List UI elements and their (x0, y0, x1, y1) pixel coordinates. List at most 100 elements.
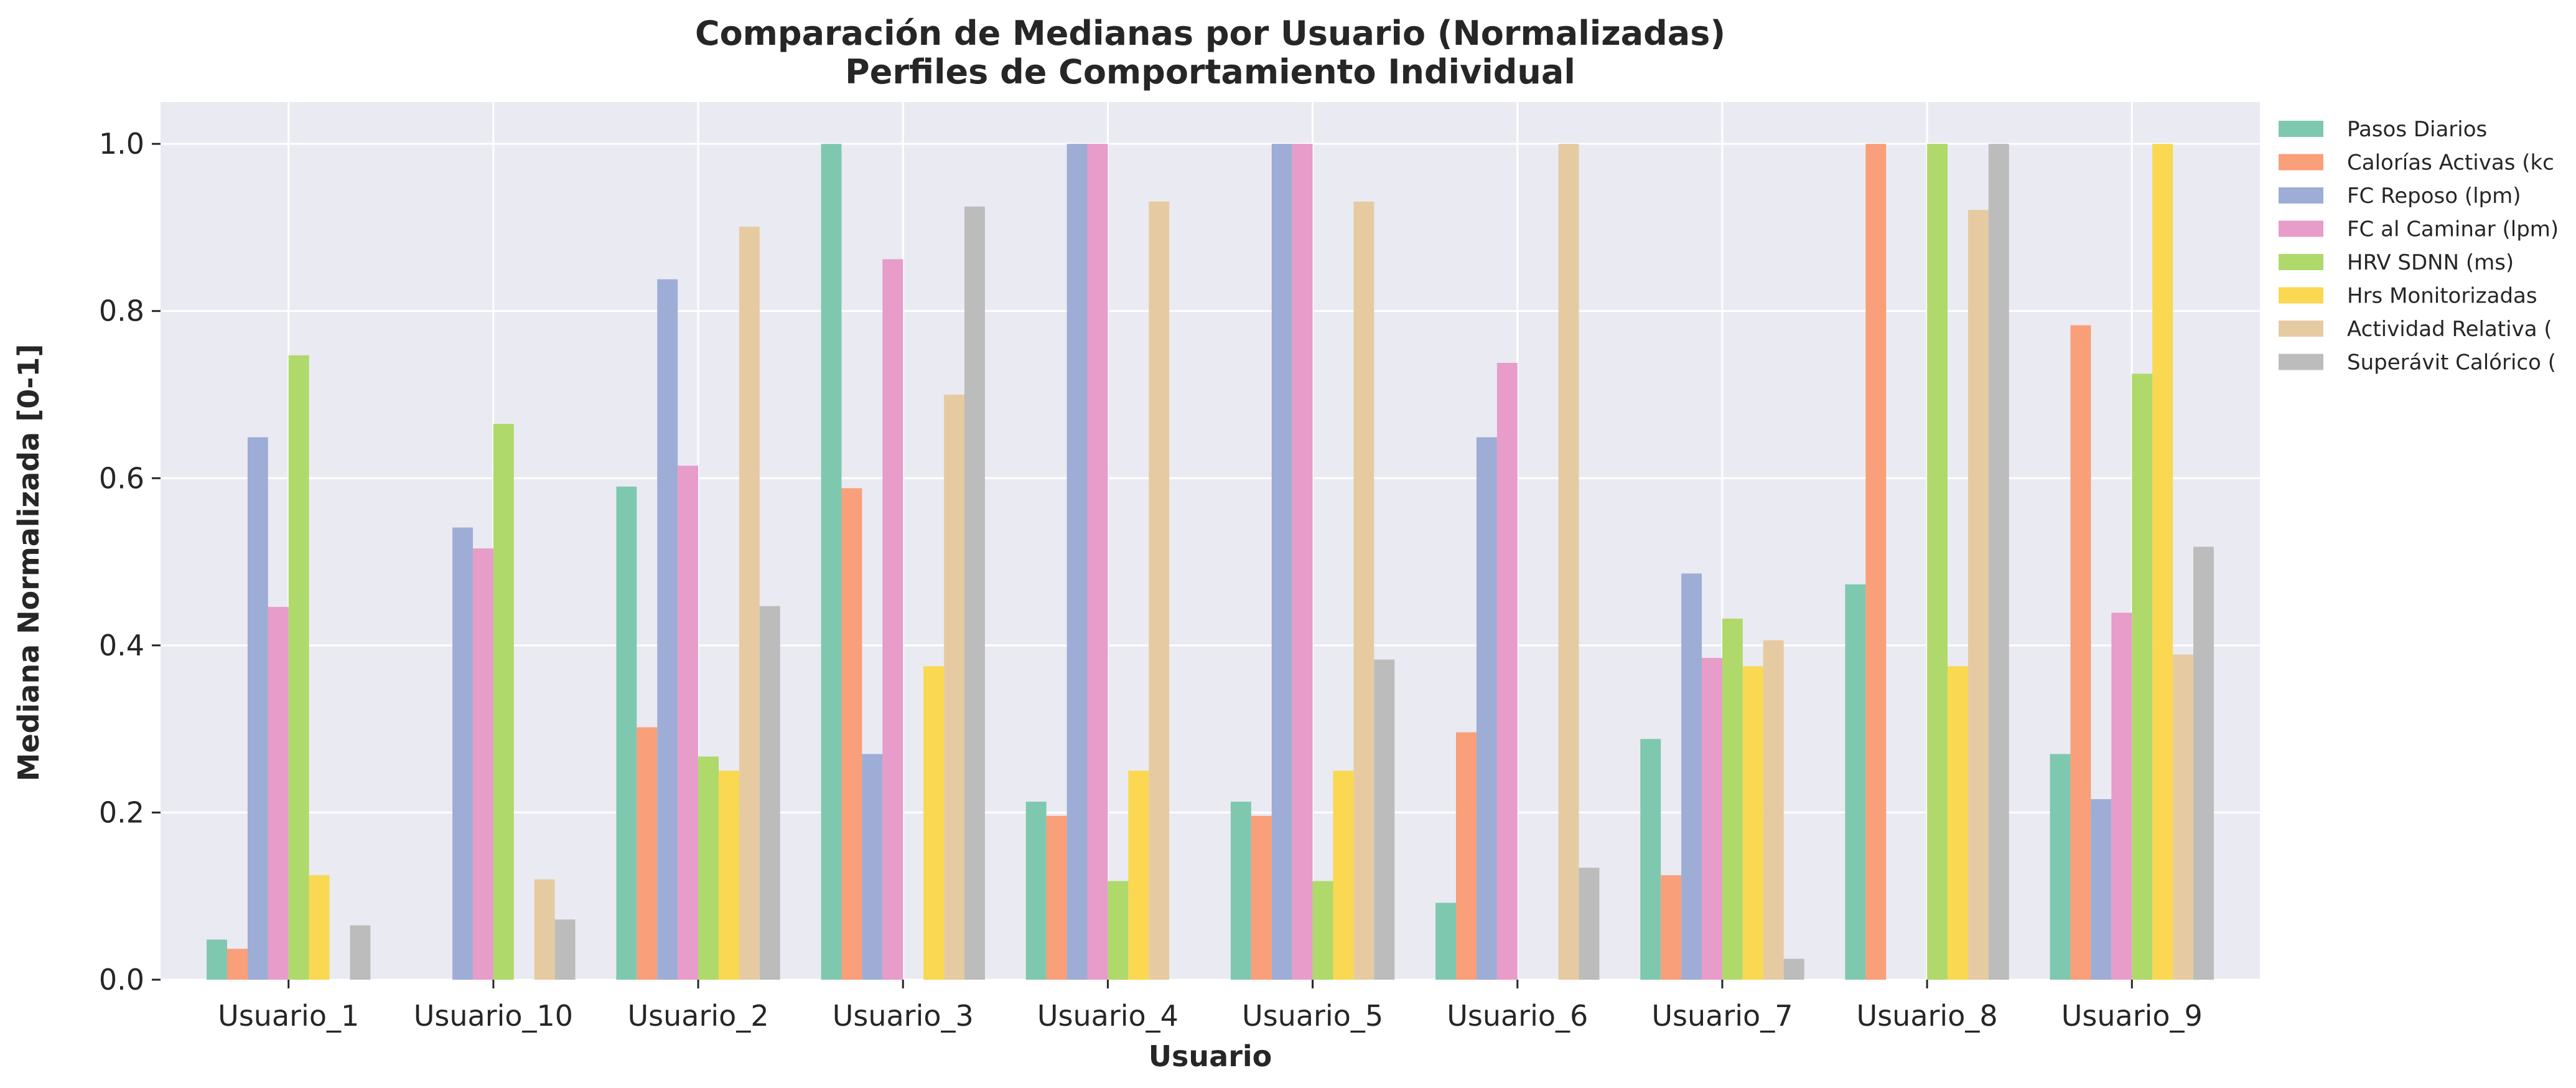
bar (841, 488, 862, 980)
y-tick-label: 1.0 (99, 127, 144, 161)
bar (616, 486, 637, 980)
x-tick-label: Usuario_8 (1857, 999, 1998, 1033)
bar (2070, 325, 2091, 980)
bar (698, 756, 719, 980)
legend-swatch (2279, 287, 2323, 304)
bar (309, 875, 330, 980)
bar (1230, 801, 1251, 980)
legend-label: FC Reposo (lpm) (2347, 184, 2521, 209)
bar (452, 527, 473, 980)
y-axis-ticks: 0.0 0.2 0.4 0.6 0.8 1.0 (99, 127, 161, 997)
bar (493, 424, 514, 980)
legend-item: Actividad Relativa ( (2279, 317, 2552, 342)
legend-label: Calorías Activas (kc (2347, 151, 2554, 176)
bar (288, 355, 309, 980)
bar (1579, 868, 1600, 980)
x-tick-label: Usuario_2 (628, 999, 769, 1033)
x-tick-label: Usuario_4 (1037, 999, 1178, 1033)
bar (1435, 903, 1457, 980)
legend-label: FC al Caminar (lpm) (2347, 217, 2559, 242)
x-tick-label: Usuario_7 (1651, 999, 1793, 1033)
legend-swatch (2279, 187, 2323, 204)
bar (964, 206, 985, 980)
legend-item: Calorías Activas (kc (2279, 151, 2554, 176)
y-axis-label: Mediana Normalizada [0-1] (12, 344, 45, 782)
bar (2050, 754, 2071, 980)
bar (1108, 881, 1129, 980)
bar (1763, 640, 1784, 980)
legend-swatch (2279, 254, 2323, 270)
bar (1271, 144, 1292, 980)
legend-item: Hrs Monitorizadas (2279, 284, 2537, 309)
bar (2173, 654, 2194, 980)
bar (207, 939, 227, 980)
bar (1251, 815, 1272, 980)
bar (1927, 144, 1948, 980)
bar (882, 259, 903, 980)
bar (1722, 618, 1743, 980)
y-tick-label: 0.6 (99, 461, 144, 495)
bar (1374, 659, 1395, 980)
legend-item: FC Reposo (lpm) (2279, 184, 2521, 209)
bar (534, 879, 555, 980)
bar (821, 144, 842, 980)
bar (1967, 210, 1989, 980)
bar (1742, 666, 1763, 980)
bar (759, 606, 780, 980)
bar (637, 727, 658, 980)
legend-item: Superávit Calórico ( (2279, 350, 2556, 375)
bars (207, 144, 2214, 980)
x-tick-label: Usuario_10 (414, 999, 573, 1033)
bar (1128, 771, 1149, 980)
bar (1845, 584, 1866, 980)
bar (1292, 144, 1313, 980)
x-axis-label: Usuario (1149, 1039, 1272, 1073)
bar (226, 949, 248, 980)
y-tick-label: 0.2 (99, 795, 144, 829)
bar (350, 925, 371, 980)
bar (2152, 144, 2173, 980)
x-tick-label: Usuario_1 (218, 999, 359, 1033)
bar (268, 607, 289, 980)
legend-swatch (2279, 220, 2323, 237)
bar (1353, 201, 1374, 980)
bar (1149, 201, 1170, 980)
bar (1456, 732, 1477, 980)
bar (678, 466, 699, 980)
chart-title: Comparación de Medianas por Usuario (Nor… (695, 14, 1725, 53)
bar (657, 279, 678, 980)
legend-swatch (2279, 321, 2323, 337)
bar (1476, 437, 1497, 980)
bar (247, 437, 268, 980)
bar (2132, 373, 2153, 980)
bar (1496, 362, 1518, 980)
legend-swatch (2279, 354, 2323, 370)
bar (1681, 573, 1702, 980)
bar (1783, 959, 1804, 980)
legend-label: Hrs Monitorizadas (2347, 284, 2537, 309)
bar (1988, 144, 2009, 980)
bar (1558, 144, 1579, 980)
bar (2111, 612, 2132, 980)
legend-label: Superávit Calórico ( (2347, 350, 2556, 375)
bar (554, 919, 576, 980)
x-tick-label: Usuario_5 (1242, 999, 1383, 1033)
bar (1948, 666, 1968, 980)
y-tick-label: 0.4 (99, 629, 144, 662)
bar (1087, 144, 1108, 980)
bar (1702, 658, 1722, 980)
bar (1046, 815, 1067, 980)
x-tick-label: Usuario_3 (833, 999, 974, 1033)
legend-item: HRV SDNN (ms) (2279, 250, 2514, 275)
legend: Pasos Diarios Calorías Activas (kc FC Repo… (2279, 117, 2559, 375)
legend-swatch (2279, 154, 2323, 171)
bar (718, 771, 739, 980)
x-axis-ticks: Usuario_1 Usuario_10 Usuario_2 Usuario_3 Usu… (218, 980, 2203, 1033)
bar (1661, 875, 1682, 980)
y-tick-label: 0.0 (99, 963, 144, 997)
legend-item: FC al Caminar (lpm) (2279, 217, 2559, 242)
legend-label: HRV SDNN (ms) (2347, 250, 2514, 275)
bar (739, 227, 760, 980)
